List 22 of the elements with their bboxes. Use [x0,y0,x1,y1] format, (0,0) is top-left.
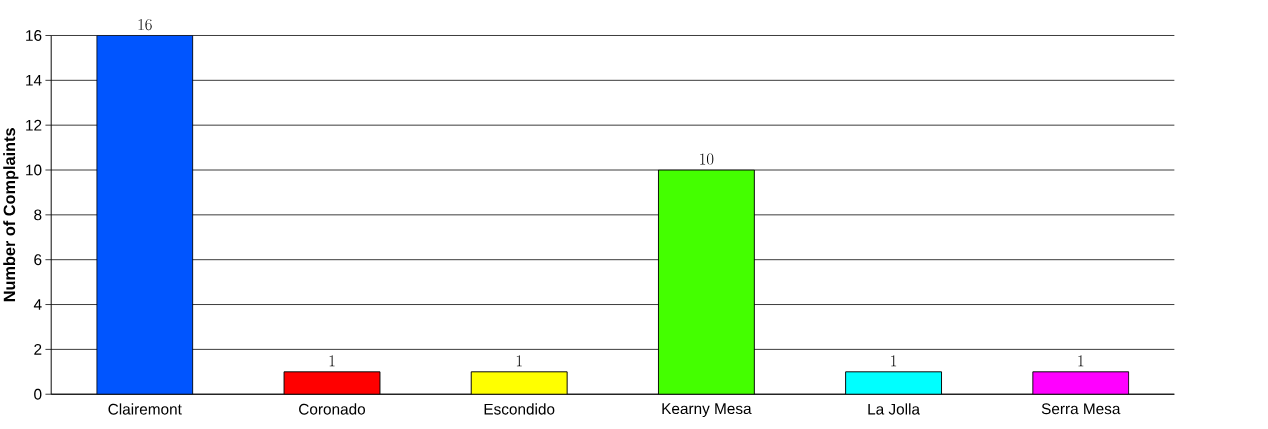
x-tick-label: Clairemont [108,403,182,415]
data-label: 1 [516,355,522,367]
y-tick-label: 6 [34,254,42,266]
y-tick-label: 12 [26,119,42,131]
y-tick-label: 16 [26,30,42,42]
x-tick-label: Serra Mesa [1041,403,1121,415]
x-tick-label: Escondido [484,403,555,415]
data-label: 1 [1078,355,1084,367]
y-tick-label: 8 [34,209,42,221]
y-tick-label: 2 [34,344,42,355]
data-label: 16 [138,19,152,31]
y-tick-label: 0 [34,388,42,400]
data-label: 1 [329,355,335,367]
y-tick-label: 4 [33,299,42,310]
x-tick-label: La Jolla [868,403,920,415]
data-label: 1 [891,355,897,367]
x-tick-label: Kearny Mesa [662,403,752,418]
y-tick-label: 14 [26,75,42,86]
y-tick-label: 10 [26,164,42,176]
data-label: 10 [700,153,714,165]
x-tick-label: Coronado [299,403,366,415]
y-axis-title: Number of Complaints [3,128,19,302]
